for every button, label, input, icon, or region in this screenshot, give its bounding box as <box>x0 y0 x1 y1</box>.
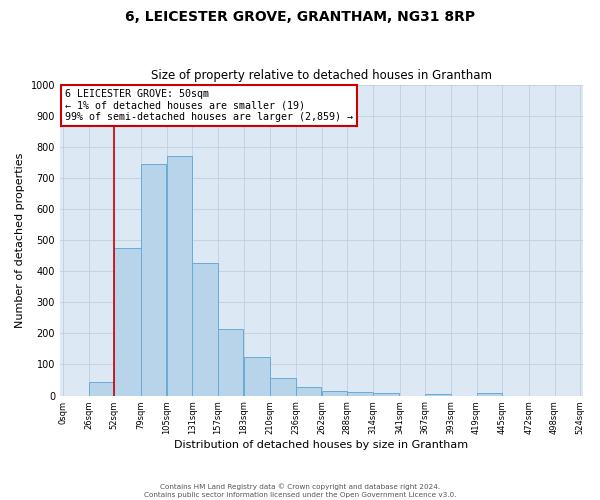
Bar <box>218 328 243 396</box>
Bar <box>115 248 140 396</box>
Bar <box>347 392 373 396</box>
Bar <box>425 394 451 396</box>
Text: 6, LEICESTER GROVE, GRANTHAM, NG31 8RP: 6, LEICESTER GROVE, GRANTHAM, NG31 8RP <box>125 10 475 24</box>
Text: 6 LEICESTER GROVE: 50sqm
← 1% of detached houses are smaller (19)
99% of semi-de: 6 LEICESTER GROVE: 50sqm ← 1% of detache… <box>65 89 353 122</box>
Bar <box>296 387 321 396</box>
Bar <box>89 382 114 396</box>
Bar <box>322 391 347 396</box>
Title: Size of property relative to detached houses in Grantham: Size of property relative to detached ho… <box>151 69 492 82</box>
X-axis label: Distribution of detached houses by size in Grantham: Distribution of detached houses by size … <box>175 440 469 450</box>
Bar <box>244 356 270 396</box>
Bar <box>167 156 192 396</box>
Bar <box>373 393 399 396</box>
Bar <box>271 378 296 396</box>
Bar <box>193 264 218 396</box>
Y-axis label: Number of detached properties: Number of detached properties <box>15 152 25 328</box>
Bar <box>141 164 166 396</box>
Bar <box>477 393 502 396</box>
Text: Contains HM Land Registry data © Crown copyright and database right 2024.
Contai: Contains HM Land Registry data © Crown c… <box>144 484 456 498</box>
